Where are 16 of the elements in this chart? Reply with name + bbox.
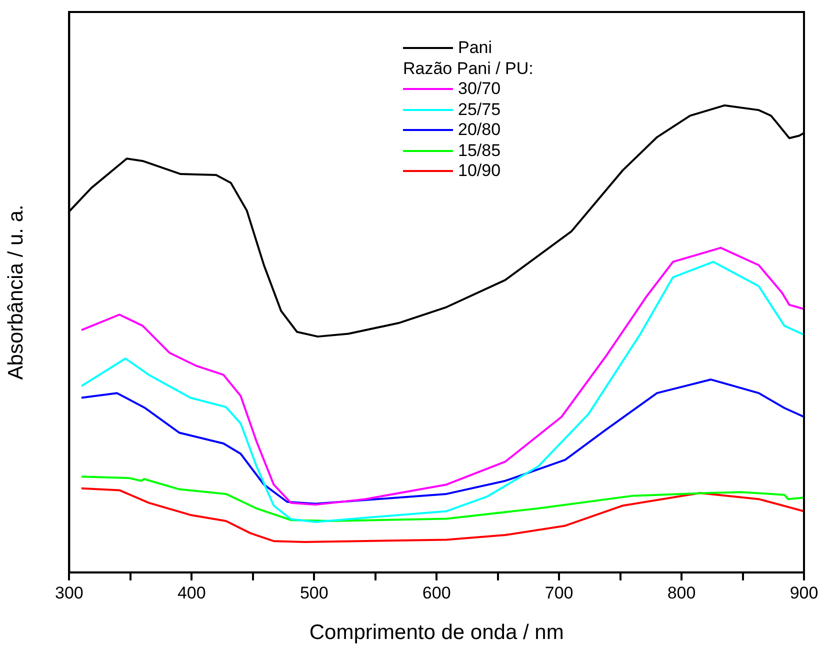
legend-label: 15/85	[458, 140, 501, 161]
x-tick-label: 400	[177, 583, 206, 602]
x-tick-label: 600	[422, 583, 451, 602]
y-axis-title: Absorbância / u. a.	[4, 204, 28, 380]
legend-label: 30/70	[458, 79, 501, 100]
x-tick-label: 800	[667, 583, 696, 602]
x-axis-title: Comprimento de onda / nm	[309, 621, 564, 644]
x-tick-label: 300	[55, 583, 84, 602]
x-tick-label: 900	[790, 583, 818, 602]
legend-label: 25/75	[458, 100, 501, 120]
legend-label: 20/80	[458, 120, 501, 140]
x-tick-label: 700	[544, 583, 574, 602]
legend-title: Razão Pani / PU:	[403, 58, 534, 79]
legend-label: Pani	[458, 38, 492, 58]
legend-label: 10/90	[458, 161, 501, 182]
x-tick-label: 500	[300, 583, 328, 602]
